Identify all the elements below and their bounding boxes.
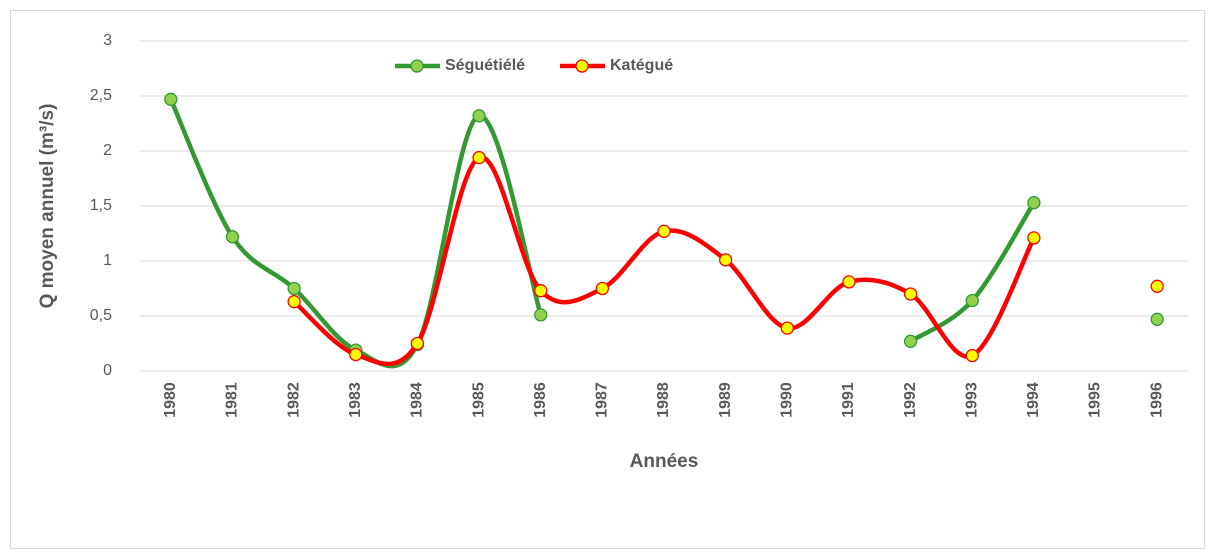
marker [965,293,979,308]
y-tick-label: 1,5 [90,197,112,214]
marker [1150,279,1164,293]
x-tick-label: 1996 [1148,382,1165,418]
legend-marker [575,59,589,73]
marker [349,347,363,362]
x-tick-label: 1981 [224,382,241,418]
marker [534,284,548,298]
marker [780,321,794,335]
x-axis-label: Années [630,451,699,472]
x-tick-label: 1986 [532,382,549,418]
y-tick-label: 2,5 [90,87,112,104]
marker [1027,231,1041,245]
marker [718,253,733,267]
x-tick-label: 1989 [717,382,734,418]
x-tick-label: 1994 [1025,382,1042,418]
marker [287,295,301,309]
x-tick-label: 1985 [470,382,487,418]
marker [472,109,486,123]
marker [410,336,425,351]
y-tick-label: 2 [103,142,112,159]
chart-frame [10,10,1205,549]
marker [903,334,918,348]
marker [534,308,548,322]
x-tick-label: 1990 [779,382,796,418]
x-tick-label: 1992 [902,382,919,418]
marker [225,230,240,244]
marker [164,92,178,106]
x-tick-label: 1980 [162,382,179,418]
y-tick-label: 3 [103,32,112,49]
marker [903,287,918,301]
x-tick-label: 1982 [285,382,302,418]
y-tick-label: 1 [103,252,112,269]
legend-label: Séguétiélé [445,57,525,74]
x-tick-label: 1987 [594,382,611,418]
marker [595,281,610,296]
legend-marker [410,59,424,73]
x-tick-label: 1988 [655,382,672,418]
marker [1027,196,1041,210]
marker [287,281,301,296]
y-axis-label: Q moyen annuel (m³/s) [37,104,58,309]
x-tick-label: 1983 [347,382,364,418]
marker [842,275,856,289]
legend-label: Katégué [610,57,673,74]
x-tick-label: 1984 [409,382,426,418]
x-tick-label: 1995 [1087,382,1104,418]
x-tick-label: 1993 [963,382,980,418]
marker [965,348,979,363]
marker [657,224,671,238]
y-tick-label: 0 [103,362,112,379]
marker [472,150,486,165]
marker [1150,312,1164,326]
x-tick-label: 1991 [840,382,857,418]
y-tick-label: 0,5 [90,307,112,324]
